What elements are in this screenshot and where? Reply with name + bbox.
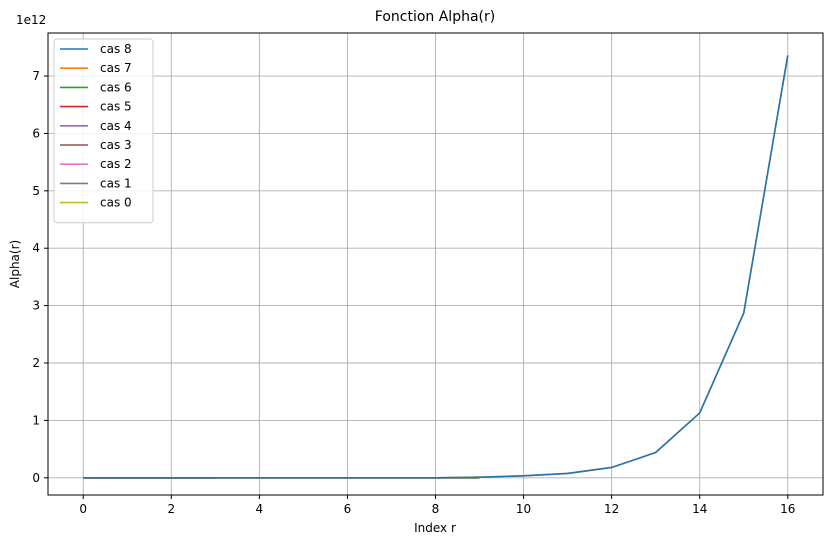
y-tick-label: 4: [32, 241, 40, 255]
legend-label: cas 6: [100, 80, 132, 94]
y-tick-label: 0: [32, 471, 40, 485]
y-tick-label: 6: [32, 126, 40, 140]
y-tick-label: 2: [32, 356, 40, 370]
x-tick-label: 8: [432, 502, 440, 516]
y-tick-label: 7: [32, 69, 40, 83]
y-tick-label: 5: [32, 184, 40, 198]
x-tick-label: 14: [692, 502, 707, 516]
y-axis-title: Alpha(r): [8, 240, 22, 288]
x-tick-label: 16: [780, 502, 795, 516]
x-tick-label: 0: [79, 502, 87, 516]
y-offset-label: 1e12: [16, 13, 46, 27]
series-line-cas-8: [83, 55, 789, 479]
legend-box: [53, 38, 154, 224]
legend: cas 8 cas 7 cas 6 cas 5 cas 4 cas 3 cas 2 cas 1…: [53, 38, 154, 224]
x-tick-label: 10: [516, 502, 531, 516]
y-tick-label: 3: [32, 299, 40, 313]
x-axis-title: Index r: [414, 521, 456, 535]
grid-lines: [48, 33, 823, 495]
legend-label: cas 3: [100, 138, 132, 152]
legend-label: cas 5: [100, 100, 132, 114]
x-tick-label: 2: [167, 502, 175, 516]
legend-label: cas 2: [100, 157, 132, 171]
legend-label: cas 4: [100, 119, 132, 133]
legend-label: cas 0: [100, 196, 132, 210]
legend-label: cas 7: [100, 61, 132, 75]
chart-title: Fonction Alpha(r): [375, 9, 495, 25]
series-lines: [83, 55, 789, 479]
x-tick-label: 12: [604, 502, 619, 516]
legend-label: cas 1: [100, 176, 132, 190]
x-tick-label: 6: [344, 502, 352, 516]
legend-label: cas 8: [100, 42, 132, 56]
x-tick-label: 4: [256, 502, 264, 516]
y-tick-label: 1: [32, 413, 40, 427]
